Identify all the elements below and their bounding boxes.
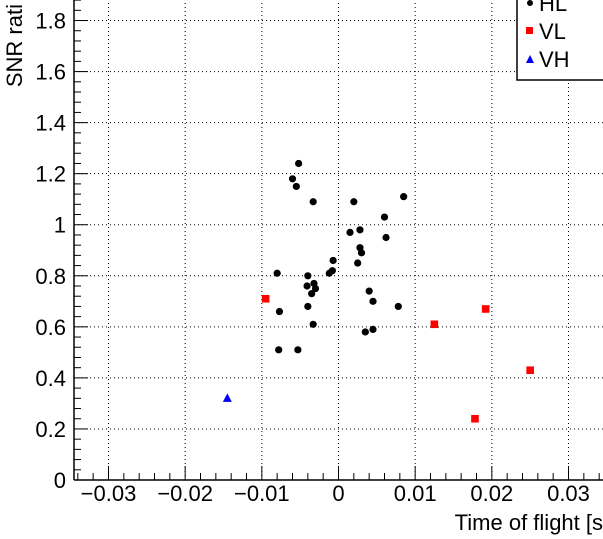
tick-labels: −0.03 −0.02 −0.01 0 0.01 0.02 0.03 0 0.2 0.4 0.6 0.… (35, 9, 590, 506)
x-tick-label: −0.03 (81, 481, 137, 506)
data-point-hl (303, 282, 311, 290)
data-point-vl (471, 414, 479, 423)
data-point-hl (275, 307, 284, 316)
data-point-hl (369, 297, 377, 305)
y-tick-label: 1.6 (35, 60, 66, 85)
data-point-hl (288, 175, 297, 183)
data-point-hl (304, 302, 312, 311)
legend-label-vl: VL (539, 19, 566, 44)
legend-entry-vl: VL (526, 19, 566, 44)
data-point-hl (295, 159, 303, 168)
data-point-vl (261, 294, 270, 303)
data-point-hl (369, 325, 377, 333)
data-point-hl (311, 284, 320, 293)
y-tick-label: 1.8 (35, 9, 66, 34)
tick-marks (74, 0, 600, 481)
x-tick-label: 0 (332, 481, 344, 506)
legend-box (516, 0, 603, 81)
y-tick-label: 0.4 (35, 366, 66, 391)
data-point-hl (346, 228, 354, 236)
y-axis-title: SNR rati (2, 4, 27, 87)
y-tick-label: 0.2 (35, 417, 66, 442)
legend: HL VL VH (516, 0, 603, 81)
x-axis-title: Time of flight [s (455, 510, 603, 535)
legend-marker-hl (527, 0, 533, 6)
legend-marker-vl (526, 27, 533, 34)
data-point-hl (294, 346, 302, 354)
x-tick-label: 0.03 (547, 481, 590, 506)
data-point-hl (273, 269, 281, 277)
data-point-hl (380, 213, 389, 221)
data-point-hl (350, 198, 358, 206)
data-point-hl (361, 328, 369, 336)
x-tick-label: 0.01 (394, 481, 437, 506)
data-point-hl (354, 259, 362, 267)
data-point-vl (481, 305, 490, 313)
data-points (222, 159, 534, 423)
data-point-vl (430, 320, 439, 329)
data-point-hl (304, 272, 312, 280)
y-tick-label: 1.2 (35, 162, 66, 187)
x-tick-label: 0.02 (470, 481, 513, 506)
data-point-hl (365, 287, 373, 295)
data-point-hl (357, 249, 366, 257)
data-point-hl (309, 198, 317, 206)
x-tick-label: −0.02 (157, 481, 213, 506)
legend-label-vh: VH (539, 47, 570, 72)
data-point-hl (328, 267, 336, 275)
y-tick-label: 0.8 (35, 264, 66, 289)
x-tick-label: −0.01 (234, 481, 290, 506)
data-point-hl (309, 320, 317, 328)
data-point-hl (382, 233, 390, 242)
data-point-hl (275, 346, 283, 354)
y-tick-label: 1.4 (35, 111, 66, 136)
data-point-hl (400, 193, 408, 201)
data-point-hl (356, 226, 364, 234)
legend-label-hl: HL (539, 0, 567, 16)
data-point-hl (292, 182, 300, 191)
legend-entry-hl: HL (527, 0, 567, 16)
data-point-hl (394, 302, 402, 311)
y-tick-label: 0.6 (35, 315, 66, 340)
legend-marker-vh (526, 55, 534, 63)
data-point-vl (526, 366, 534, 375)
data-point-hl (308, 290, 316, 298)
data-point-hl (329, 256, 337, 265)
y-tick-label: 1 (54, 213, 66, 238)
data-point-vh (222, 393, 232, 402)
y-tick-label: 0 (54, 468, 66, 493)
legend-entry-vh: VH (526, 47, 570, 72)
